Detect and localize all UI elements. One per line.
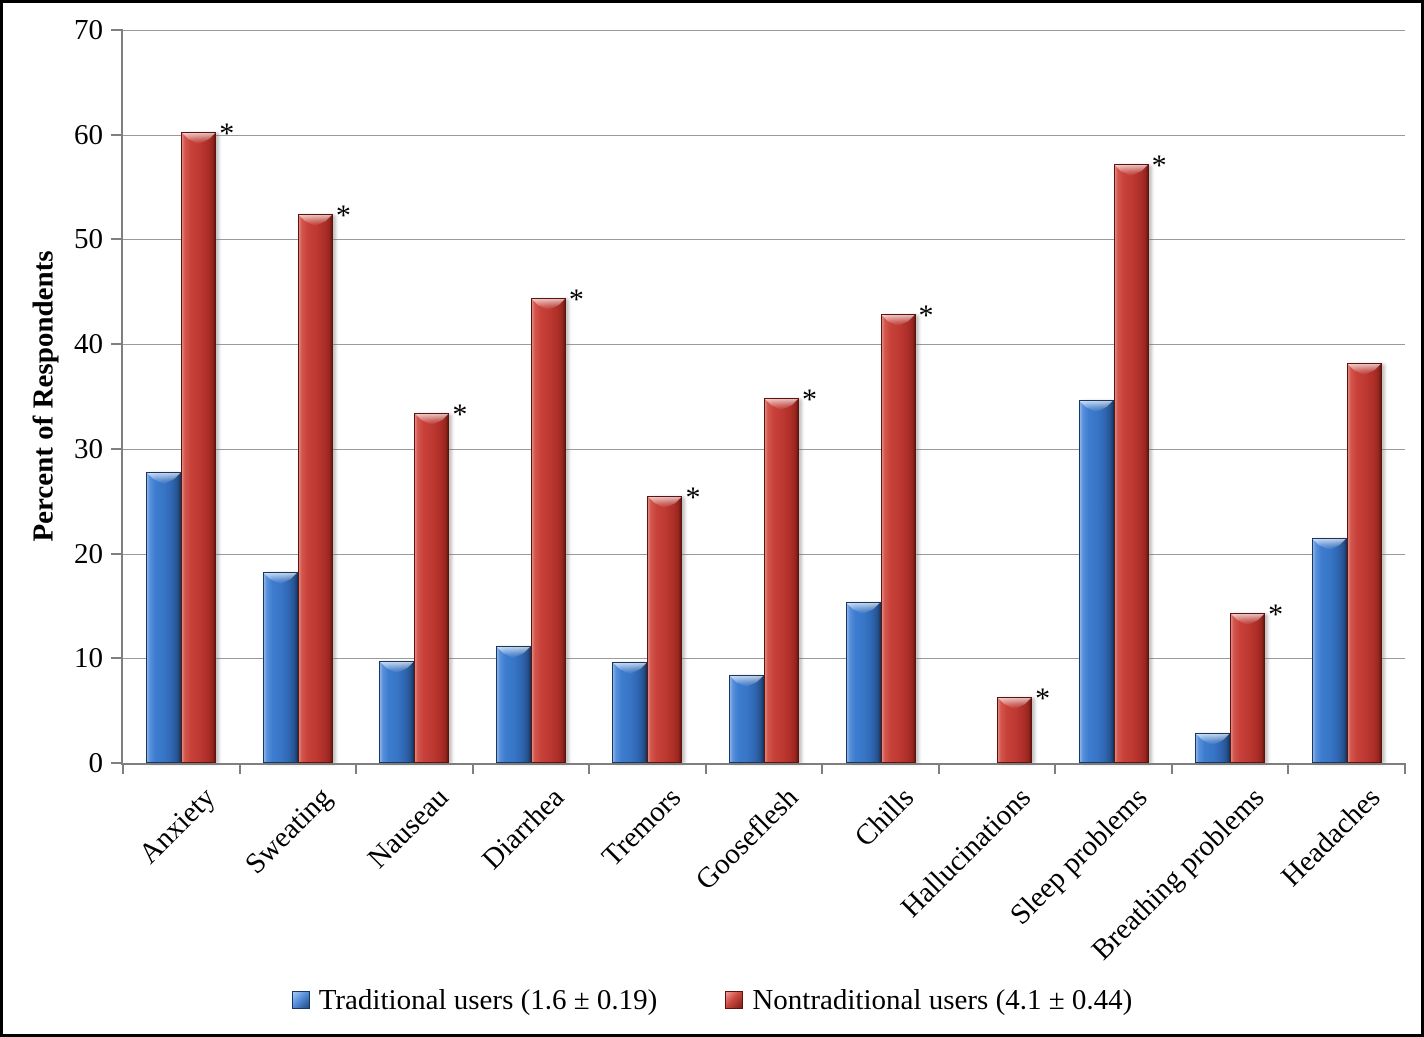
significance-star-breathing-problems: * [1268,598,1284,632]
bar-traditional-breathing-problems [1195,733,1231,763]
bar-nontraditional-gooseflesh [764,398,799,763]
bar-nontraditional-chills [880,314,916,763]
gridline-70 [123,30,1405,31]
y-tick-label-30: 30 [74,432,103,465]
bar-nontraditional-sleep-problems [1113,164,1149,763]
y-tick-30 [111,447,123,450]
bar-traditional-chills [845,602,881,763]
bar-traditional-gooseflesh [729,675,764,763]
x-tick-8 [1054,763,1057,774]
bar-traditional-anxiety [146,472,182,763]
x-category-label-diarrhea: Diarrhea [476,781,571,876]
legend-item-traditional-users: Traditional users (1.6 ± 0.19) [291,984,658,1016]
legend-swatch-nontraditional-users [725,991,744,1009]
x-tick-10 [1287,763,1290,774]
x-tick-9 [1170,763,1173,774]
significance-star-chills: * [918,298,934,332]
significance-star-diarrhea: * [568,283,584,317]
y-tick-label-50: 50 [74,223,103,256]
x-tick-7 [937,763,940,774]
x-tick-5 [704,763,707,774]
legend-label-traditional-users: Traditional users (1.6 ± 0.19) [318,984,658,1016]
x-tick-6 [821,763,824,774]
y-tick-label-40: 40 [74,328,103,361]
bar-traditional-sleep-problems [1078,400,1114,763]
y-tick-10 [111,657,123,660]
x-tick-2 [355,763,358,774]
gridline-50 [123,239,1405,241]
x-axis-line [121,763,1405,765]
x-category-label-tremors: Tremors [596,781,688,873]
y-tick-label-0: 0 [88,747,104,779]
x-category-label-headaches: Headaches [1275,781,1387,893]
bar-nontraditional-anxiety [181,132,217,763]
significance-star-sweating: * [335,199,351,233]
y-axis-title: Percent of Respondents [27,250,60,542]
legend: Traditional users (1.6 ± 0.19) Nontradit… [3,985,1421,1015]
x-category-label-gooseflesh: Gooseflesh [689,781,804,897]
y-tick-70 [111,29,123,31]
bar-nontraditional-nauseau [414,413,450,763]
y-tick-label-60: 60 [74,118,103,151]
significance-star-tremors: * [685,480,701,514]
bar-traditional-headaches [1311,538,1347,763]
y-tick-label-70: 70 [74,14,103,46]
legend-item-nontraditional-users: Nontraditional users (4.1 ± 0.44) [725,985,1132,1015]
y-tick-label-20: 20 [74,537,103,570]
significance-star-hallucinations: * [1035,682,1051,716]
bar-traditional-tremors [612,662,648,763]
bar-nontraditional-tremors [647,496,683,763]
bar-nontraditional-breathing-problems [1230,613,1266,763]
y-tick-label-10: 10 [74,642,103,675]
x-category-label-nauseau: Nauseau [361,781,455,875]
bar-nontraditional-hallucinations [997,697,1033,763]
x-tick-1 [238,763,241,774]
legend-label-nontraditional-users: Nontraditional users (4.1 ± 0.44) [752,984,1133,1016]
y-tick-50 [111,238,123,241]
x-tick-3 [471,763,474,774]
significance-star-nauseau: * [452,398,468,432]
bar-traditional-diarrhea [495,646,531,763]
gridline-60 [123,134,1405,136]
x-tick-0 [122,763,124,774]
plot-area: * * * * * * * * * * [111,29,1406,774]
y-axis-line [121,30,123,765]
bar-traditional-nauseau [379,661,415,763]
bar-nontraditional-diarrhea [530,298,566,763]
x-tick-4 [588,763,591,774]
significance-star-gooseflesh: * [802,382,817,416]
y-tick-40 [111,343,123,346]
x-tick-11 [1404,763,1406,774]
x-category-label-sweating: Sweating [238,781,338,881]
bar-nontraditional-sweating [297,214,333,763]
y-tick-20 [111,552,123,555]
bar-nontraditional-headaches [1346,363,1382,763]
legend-swatch-traditional-users [291,991,310,1009]
y-tick-0 [111,762,123,764]
y-tick-60 [111,133,123,136]
gridline-40 [123,344,1405,346]
significance-star-anxiety: * [219,116,235,150]
significance-star-sleep-problems: * [1151,149,1167,183]
bar-traditional-sweating [262,572,298,763]
x-category-label-anxiety: Anxiety [132,781,222,870]
x-category-label-chills: Chills [848,781,921,853]
